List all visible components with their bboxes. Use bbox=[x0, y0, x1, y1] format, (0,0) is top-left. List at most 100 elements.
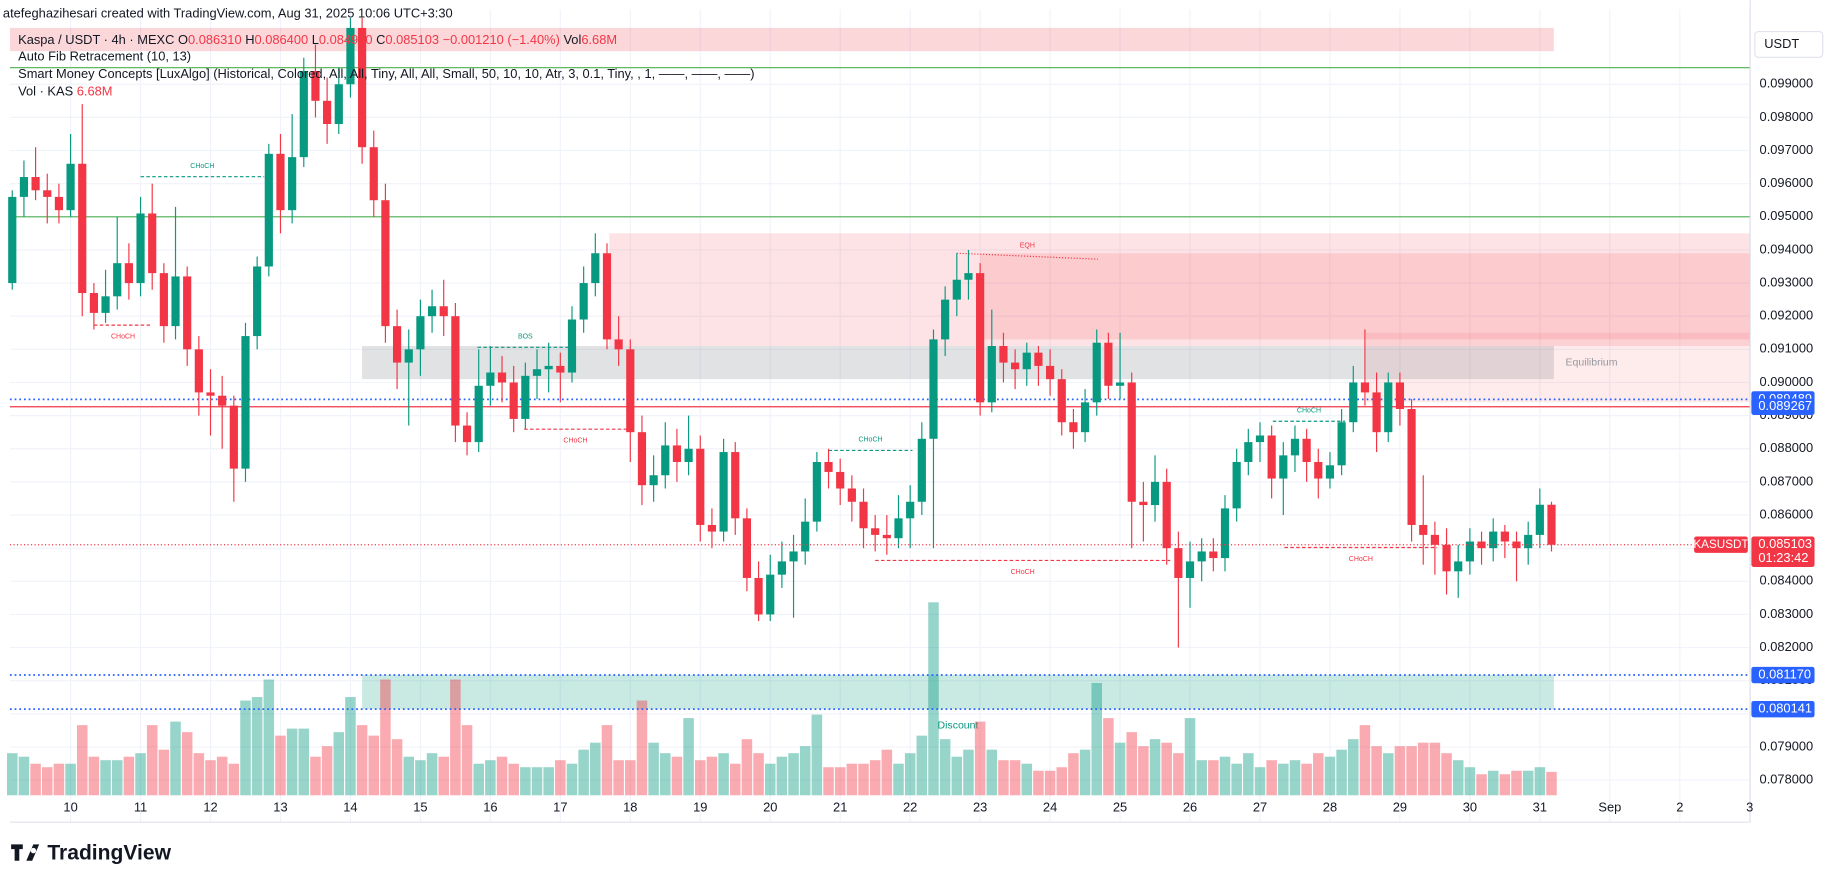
zone bbox=[9, 27, 1554, 52]
price-tag-value: 0.085103 bbox=[1758, 536, 1812, 551]
candle-body bbox=[1349, 382, 1358, 423]
volume-bar bbox=[368, 735, 380, 796]
volume-bar bbox=[893, 763, 904, 796]
volume-bar bbox=[146, 725, 158, 796]
ohlc-key: L bbox=[312, 32, 319, 47]
candle-body bbox=[288, 157, 297, 211]
candle-body bbox=[1314, 461, 1323, 479]
candle-body bbox=[136, 213, 145, 284]
volume-bar bbox=[356, 725, 368, 796]
candle-body bbox=[672, 445, 682, 462]
volume-title: Vol · KAS bbox=[18, 84, 73, 99]
x-tick-label: 20 bbox=[763, 800, 777, 815]
volume-bar bbox=[1359, 725, 1371, 796]
volume-bar bbox=[753, 753, 764, 796]
x-tick-label: 19 bbox=[693, 800, 707, 815]
y-tick-label: 0.083000 bbox=[1760, 606, 1814, 621]
candle-body bbox=[777, 561, 786, 575]
volume-bar bbox=[286, 728, 298, 796]
candle-body bbox=[556, 365, 565, 373]
candle-body bbox=[719, 452, 728, 532]
x-tick-label: 16 bbox=[483, 800, 497, 815]
candle-body bbox=[754, 577, 763, 615]
volume-bar bbox=[216, 756, 228, 796]
candle-body bbox=[1104, 342, 1113, 386]
volume-bar bbox=[1208, 760, 1219, 796]
candle-body bbox=[579, 283, 588, 320]
volume-bar bbox=[1417, 742, 1429, 796]
volume-bar bbox=[1173, 753, 1184, 796]
volume-bar bbox=[788, 753, 799, 796]
currency-box[interactable] bbox=[1754, 30, 1824, 58]
x-tick-label: 2 bbox=[1676, 800, 1683, 815]
volume-bar bbox=[65, 763, 76, 796]
volume-bar bbox=[1079, 749, 1091, 796]
candle-body bbox=[171, 276, 180, 327]
volume-bar bbox=[543, 767, 554, 796]
candle-body bbox=[1115, 382, 1125, 386]
volume-bar bbox=[1301, 763, 1312, 796]
candle-body bbox=[206, 392, 215, 396]
volume-bar bbox=[869, 760, 881, 796]
candle-body bbox=[1279, 455, 1288, 479]
candle-body bbox=[1547, 504, 1556, 545]
candle-body bbox=[602, 253, 612, 340]
candle-body bbox=[323, 100, 332, 125]
volume-bar bbox=[531, 767, 543, 796]
volume-bar bbox=[310, 756, 321, 796]
currency[interactable]: USDT bbox=[1764, 36, 1799, 51]
candle-body bbox=[1127, 382, 1136, 502]
candle-body bbox=[544, 365, 553, 370]
x-tick-label: 21 bbox=[833, 800, 847, 815]
volume-bar bbox=[1499, 774, 1511, 796]
volume-bar bbox=[1371, 746, 1382, 796]
volume-bar bbox=[508, 763, 519, 796]
volume-bar bbox=[695, 760, 706, 796]
ohlc-value: 0.085103 bbox=[385, 32, 439, 47]
candle-body bbox=[882, 534, 891, 539]
candle-body bbox=[801, 521, 810, 552]
volume-bar bbox=[1278, 763, 1289, 796]
volume-bar bbox=[1266, 760, 1277, 796]
x-tick-label: 11 bbox=[134, 800, 147, 815]
volume-bar bbox=[811, 714, 823, 796]
volume-bar bbox=[1313, 753, 1324, 796]
candle-body bbox=[1430, 534, 1439, 545]
x-tick-label: 28 bbox=[1323, 800, 1337, 815]
volume-bar bbox=[729, 763, 741, 796]
volume-bar bbox=[1511, 770, 1522, 796]
volume-bar bbox=[963, 749, 974, 796]
candle-body bbox=[1139, 501, 1148, 506]
volume-bar bbox=[333, 732, 345, 796]
candle-body bbox=[1500, 531, 1509, 542]
ticker: KASUSDT bbox=[1693, 538, 1748, 551]
x-tick-label: 14 bbox=[343, 800, 357, 815]
candle-body bbox=[334, 84, 343, 125]
candle-body bbox=[847, 488, 856, 502]
y-tick-label: 0.097000 bbox=[1760, 142, 1814, 157]
candle-body bbox=[183, 276, 192, 350]
candle-body bbox=[1232, 461, 1241, 509]
indicator: Auto Fib Retracement (10, 13) bbox=[18, 49, 191, 64]
volume-bar bbox=[391, 739, 403, 796]
candle-body bbox=[1302, 438, 1311, 462]
brand: TradingView bbox=[47, 841, 171, 864]
volume-bar bbox=[613, 760, 624, 796]
y-tick-label: 0.092000 bbox=[1760, 308, 1814, 323]
candle-body bbox=[1465, 541, 1474, 562]
volume-bar bbox=[380, 679, 391, 796]
candle-body bbox=[358, 27, 367, 148]
y-tick-label: 0.088000 bbox=[1760, 440, 1814, 455]
y-tick-label: 0.090000 bbox=[1760, 374, 1814, 389]
candle-body bbox=[66, 163, 75, 211]
volume-bar bbox=[1033, 770, 1044, 796]
volume-bar bbox=[1044, 770, 1056, 796]
structure-label: CHoCH bbox=[1011, 569, 1035, 576]
change: −0.001210 (−1.40%) bbox=[443, 32, 560, 47]
candle-body bbox=[1057, 379, 1066, 423]
volume-bar bbox=[1522, 770, 1534, 796]
zone bbox=[980, 253, 1751, 340]
vol-value: 6.68M bbox=[581, 32, 617, 47]
volume-bar bbox=[718, 753, 729, 796]
ohlc-value: 0.086310 bbox=[188, 32, 242, 47]
